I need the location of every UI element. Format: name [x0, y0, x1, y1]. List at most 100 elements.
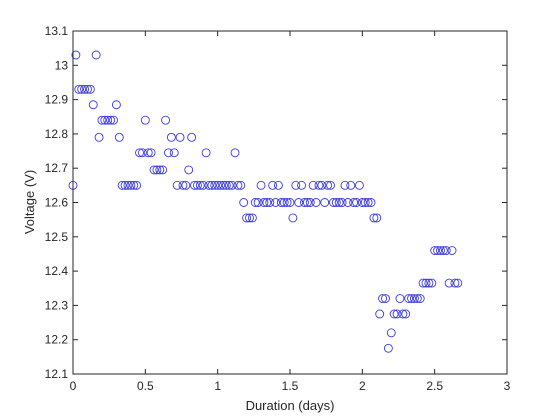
data-point: [143, 148, 153, 158]
data-point: [279, 198, 289, 207]
data-point: [291, 180, 301, 190]
data-point: [91, 50, 101, 60]
y-tick-label: 12.8: [45, 127, 69, 141]
data-point: [421, 278, 431, 288]
data-point: [94, 132, 104, 142]
data-point: [300, 198, 309, 207]
data-point: [155, 165, 165, 175]
data-point: [314, 180, 324, 190]
data-point: [265, 198, 275, 207]
data-point: [386, 328, 396, 338]
data-point: [381, 294, 390, 303]
data-point: [100, 115, 110, 125]
data-point: [412, 294, 422, 303]
axes-box: [72, 30, 508, 375]
x-axis-label: Duration (days): [246, 398, 335, 413]
data-point: [103, 115, 113, 125]
data-point: [262, 198, 272, 207]
data-point: [378, 294, 388, 303]
x-tick-label: 0: [70, 379, 77, 393]
data-point: [80, 84, 90, 94]
data-point: [256, 180, 266, 190]
x-axis-ticks: 0 0.5 1 1.5 2 2.5 3: [70, 31, 511, 393]
data-point: [268, 180, 278, 190]
data-point: [198, 180, 208, 190]
data-point: [424, 278, 434, 288]
data-point: [352, 198, 361, 207]
data-point: [438, 246, 448, 255]
data-point: [427, 278, 437, 288]
data-point: [239, 198, 249, 207]
y-axis-label: Voltage (V): [22, 170, 37, 234]
data-point: [323, 180, 333, 190]
y-tick-label: 13.1: [45, 24, 69, 38]
data-point: [242, 213, 252, 223]
data-point: [187, 132, 197, 142]
data-point: [346, 180, 356, 190]
data-point: [273, 180, 283, 190]
data-point: [114, 132, 124, 142]
y-tick-label: 12.4: [45, 264, 69, 278]
data-point: [357, 198, 367, 207]
data-point: [430, 246, 440, 255]
data-point: [395, 294, 405, 303]
data-point: [271, 198, 280, 207]
data-point: [349, 198, 359, 207]
data-point: [444, 278, 454, 288]
data-point: [140, 115, 150, 125]
x-tick-label: 0.5: [137, 379, 154, 393]
data-point: [219, 180, 228, 190]
data-point: [369, 213, 379, 223]
data-point: [320, 198, 330, 207]
x-tick-label: 3: [504, 379, 511, 393]
data-point: [317, 180, 327, 190]
data-point: [230, 148, 240, 158]
data-point: [383, 343, 393, 353]
data-point: [398, 309, 408, 319]
data-point: [149, 165, 159, 175]
data-point: [97, 115, 107, 125]
data-point: [409, 294, 419, 303]
data-point: [71, 50, 81, 60]
data-point: [120, 180, 130, 190]
data-point: [88, 100, 98, 110]
data-point: [77, 84, 87, 94]
data-point: [175, 132, 185, 142]
y-tick-label: 13: [55, 58, 69, 72]
data-point: [366, 198, 376, 207]
data-point: [181, 180, 191, 190]
data-point: [418, 278, 428, 288]
data-point: [172, 180, 182, 190]
data-point: [436, 246, 445, 255]
data-point: [375, 309, 385, 319]
data-point: [326, 180, 335, 190]
data-point: [233, 180, 243, 190]
data-point: [117, 180, 127, 190]
data-point: [343, 198, 353, 207]
data-point: [372, 213, 382, 223]
data-point: [308, 180, 318, 190]
y-axis-ticks: 12.1 12.2 12.3 12.4 12.5 12.6 12.7 12.8 12.9 13 13…: [45, 24, 507, 381]
x-tick-label: 2.5: [426, 379, 443, 393]
data-point: [126, 180, 136, 190]
data-point: [297, 180, 307, 190]
data-point: [221, 180, 231, 190]
data-point: [161, 115, 171, 125]
data-point: [123, 180, 133, 190]
y-tick-label: 12.5: [45, 230, 69, 244]
data-point: [207, 180, 217, 190]
x-tick-label: 2: [359, 379, 366, 393]
data-point: [178, 180, 188, 190]
data-point: [204, 180, 214, 190]
data-point: [247, 213, 257, 223]
data-point: [146, 148, 156, 158]
data-point: [85, 84, 95, 94]
data-point: [158, 165, 168, 175]
data-point: [401, 309, 411, 319]
data-point: [285, 198, 295, 207]
data-point: [106, 115, 116, 125]
data-point: [433, 246, 443, 255]
data-point: [340, 180, 350, 190]
data-point: [360, 198, 370, 207]
